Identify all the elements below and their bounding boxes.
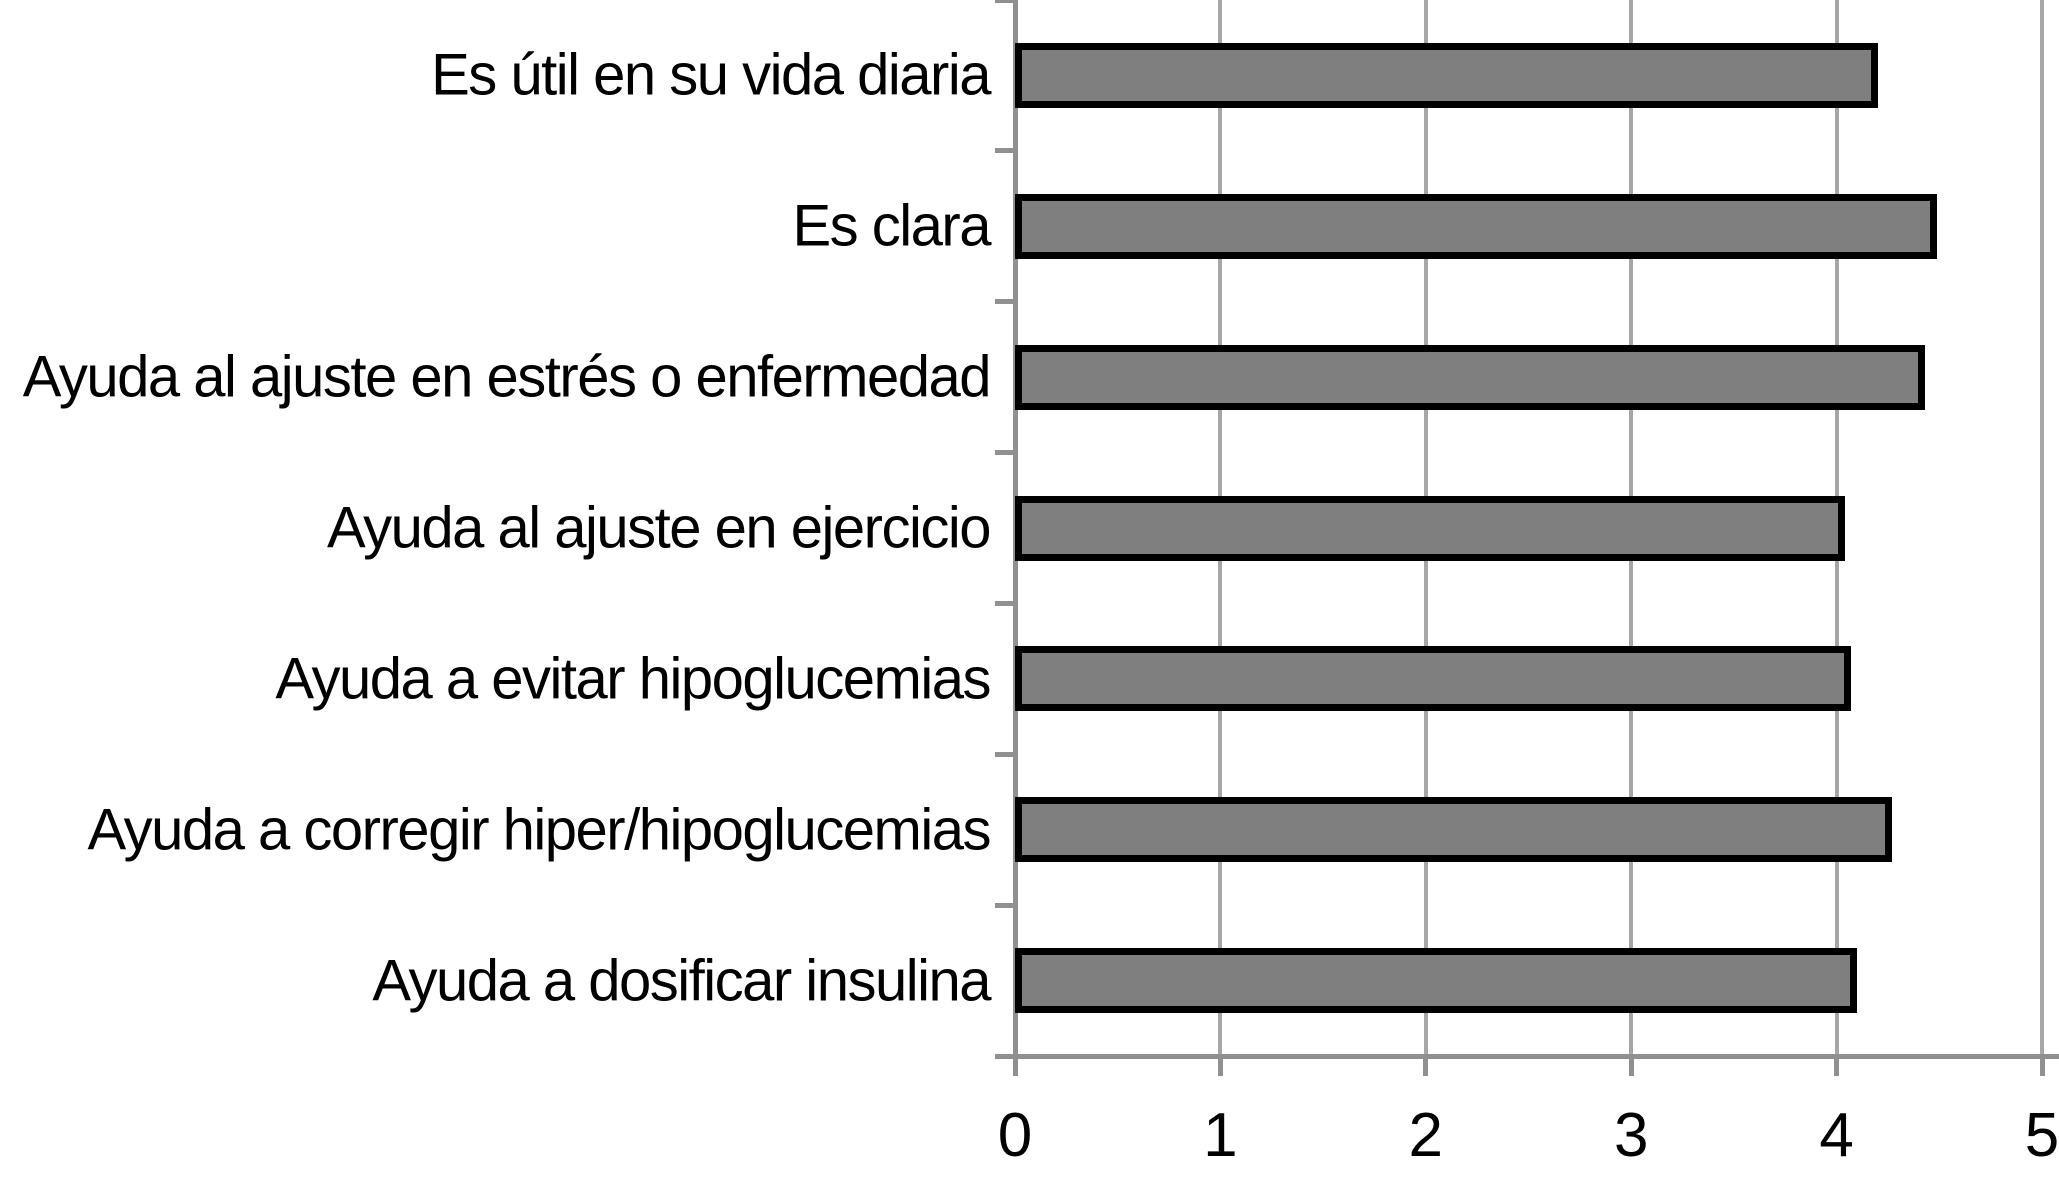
x-axis-tick: [1834, 1056, 1840, 1076]
category-label: Ayuda a evitar hipoglucemias: [275, 646, 991, 712]
y-axis-tick: [995, 600, 1015, 606]
bar: [1015, 344, 1925, 410]
category-label: Ayuda al ajuste en ejercicio: [326, 495, 992, 561]
gridline: [2040, 0, 2044, 1056]
x-axis-tick: [1012, 1056, 1018, 1076]
x-axis-tick: [1423, 1056, 1429, 1076]
y-axis-tick: [995, 902, 1015, 908]
y-axis-tick: [995, 299, 1015, 305]
y-axis-tick: [995, 1053, 1015, 1059]
x-axis-tick-label: 0: [997, 1101, 1033, 1170]
y-axis-tick: [995, 450, 1015, 456]
x-axis-tick: [1217, 1056, 1223, 1076]
bar: [1015, 948, 1858, 1014]
x-axis-tick-label: 4: [1819, 1101, 1854, 1170]
bar: [1015, 646, 1851, 712]
bar: [1015, 42, 1878, 108]
category-label: Es útil en su vida diaria: [431, 42, 991, 108]
y-axis-tick: [995, 148, 1015, 154]
bar: [1015, 193, 1938, 259]
x-axis-tick-label: 2: [1408, 1101, 1444, 1170]
bar: [1015, 797, 1893, 863]
category-label: Ayuda a dosificar insulina: [372, 948, 991, 1014]
y-axis-tick: [995, 0, 1015, 3]
category-label: Es clara: [792, 193, 991, 259]
x-axis-line: [995, 1054, 2059, 1059]
x-axis-tick-label: 3: [1613, 1101, 1649, 1170]
category-label: Ayuda a corregir hiper/hipoglucemias: [87, 797, 992, 863]
category-label: Ayuda al ajuste en estrés o enfermedad: [22, 344, 992, 410]
x-axis-tick-label: 1: [1203, 1101, 1238, 1170]
x-axis-tick-label: 5: [2024, 1101, 2059, 1170]
y-axis-tick: [995, 751, 1015, 757]
bar: [1015, 495, 1845, 561]
x-axis-tick: [2039, 1056, 2045, 1076]
x-axis-tick: [1628, 1056, 1634, 1076]
